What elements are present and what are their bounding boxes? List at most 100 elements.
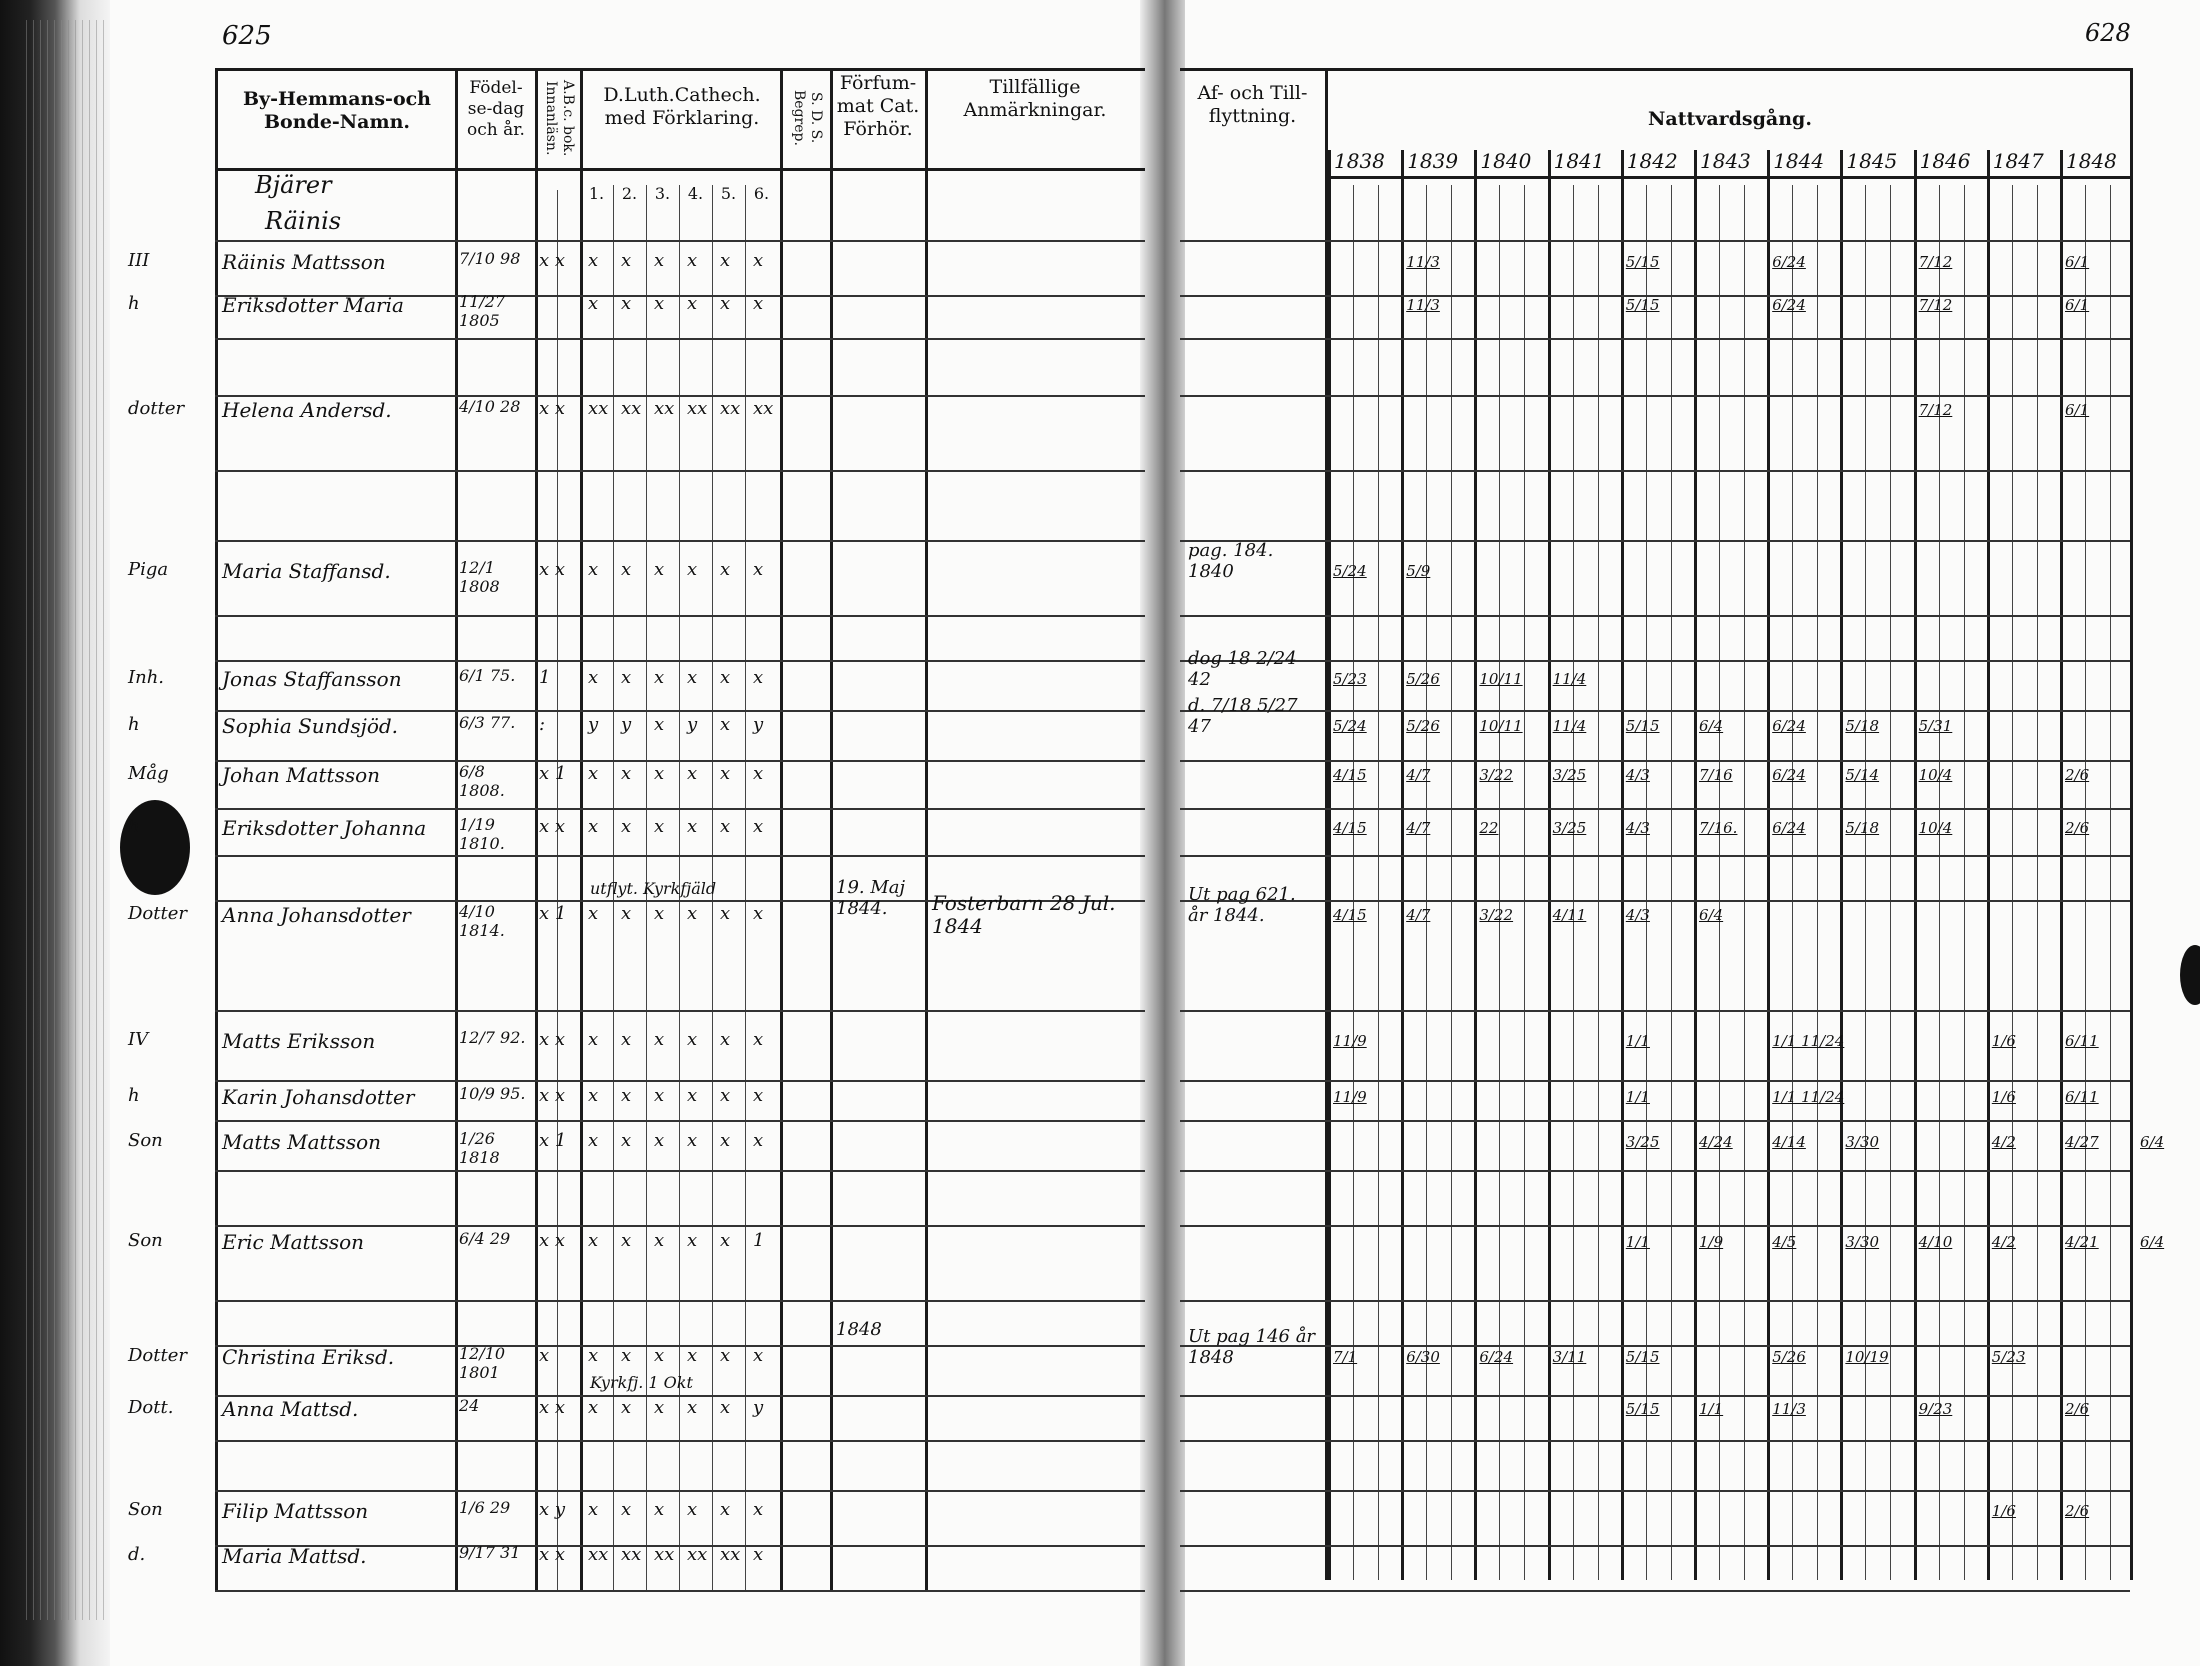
catechism-mark: xx (720, 1544, 741, 1565)
row-margin-mark: Måg (128, 763, 169, 784)
year-label: 1838 (1334, 149, 1385, 173)
catechism-mark: x (753, 250, 764, 271)
row-rule (215, 1170, 1145, 1172)
row-rule (1180, 470, 2130, 472)
catechism-mark: xx (720, 398, 741, 419)
abc-mark: x 1 (539, 763, 567, 784)
communion-date: 11/9 (1333, 1032, 1367, 1050)
row-rule (1180, 1440, 2130, 1442)
communion-date: 6/11 (2065, 1032, 2099, 1050)
column-rule (712, 185, 713, 1590)
catechism-mark: x (621, 763, 632, 784)
catechism-mark: x (753, 1499, 764, 1520)
catechism-mark: x (588, 1085, 599, 1106)
catechism-mark: x (654, 816, 665, 837)
row-rule (215, 808, 1145, 810)
farm-name: Räinis (265, 207, 342, 235)
catechism-mark: x (753, 667, 764, 688)
communion-date: 5/26 (1406, 717, 1440, 735)
communion-date: 6/24 (1479, 1348, 1514, 1366)
catechism-mark: x (720, 763, 731, 784)
communion-date: 4/27 (2065, 1133, 2099, 1151)
catechism-mark: x (621, 1345, 632, 1366)
year-subcolumn-rule (2036, 185, 2038, 1580)
catechism-mark: x (687, 1499, 698, 1520)
catechism-mark: x (654, 1130, 665, 1151)
communion-date: 6/4 (2140, 1133, 2165, 1151)
catechism-mark: x (621, 816, 632, 837)
communion-date: 6/24 (1772, 766, 1806, 784)
header-top-rule (1180, 68, 2130, 71)
birth-date: 11/27 1805 (459, 292, 506, 330)
page-edges (20, 20, 110, 1620)
row-margin-mark: h (128, 714, 140, 735)
abc-mark: x 1 (539, 1130, 567, 1151)
catechism-mark: x (753, 1130, 764, 1151)
year-column-rule (1986, 150, 1990, 1580)
year-label: 1839 (1407, 149, 1459, 173)
catechism-mark: x (753, 816, 764, 837)
communion-date: 2/6 (2065, 1502, 2090, 1520)
catechism-mark: x (621, 1230, 632, 1251)
catechism-mark: x (588, 250, 599, 271)
abc-mark: x x (539, 1085, 566, 1106)
abc-mark: x x (539, 398, 566, 419)
person-name: Karin Johansdotter (222, 1085, 415, 1109)
abc-mark: x x (539, 1230, 566, 1251)
communion-date: 4/15 (1333, 906, 1367, 924)
catechism-mark: x (687, 1230, 698, 1251)
birth-date: 24 (459, 1396, 480, 1415)
row-rule (215, 615, 1145, 617)
communion-date: 6/4 (1699, 906, 1724, 924)
abc-mark: x x (539, 1544, 566, 1565)
year-subcolumn-rule (2011, 185, 2013, 1580)
catechism-mark: x (621, 903, 632, 924)
catechism-mark: x (654, 1230, 665, 1251)
year-subcolumn-rule (1451, 185, 1453, 1580)
year-label: 1848 (2066, 149, 2117, 173)
row-rule (1180, 855, 2130, 857)
person-name: Eriksdotter Maria (222, 293, 404, 317)
communion-date: 11/4 (1552, 717, 1587, 735)
header-birth: Födel-se-dag och år. (467, 78, 525, 140)
row-margin-mark: IV (128, 1029, 149, 1050)
year-column-rule (1767, 150, 1771, 1580)
birth-date: 1/6 29 (459, 1498, 511, 1517)
catechism-part-label: 6. (753, 184, 770, 203)
birth-date: 9/17 31 (459, 1543, 521, 1562)
row-rule (215, 1395, 1145, 1397)
header-bottom-rule (215, 168, 1145, 171)
catechism-mark: x (588, 559, 599, 580)
abc-mark: x 1 (539, 903, 567, 924)
page-number-right: 628 (2085, 19, 2131, 47)
year-rule (1325, 176, 2130, 179)
communion-date: 10/11 (1479, 717, 1523, 735)
catechism-mark: x (654, 559, 665, 580)
year-label: 1843 (1700, 149, 1751, 173)
header-remarks: Tillfällige Anmärkningar. (963, 76, 1107, 121)
row-rule (1180, 395, 2130, 397)
catechism-mark: x (654, 1499, 665, 1520)
year-label: 1845 (1846, 149, 1898, 173)
communion-date: 1/9 (1699, 1233, 1724, 1251)
birth-date: 12/7 92. (459, 1028, 526, 1047)
communion-date: 6/1 (2065, 253, 2090, 271)
year-subcolumn-rule (1865, 185, 1867, 1580)
communion-date: 7/16 (1699, 766, 1733, 784)
communion-date: 5/26 (1772, 1348, 1806, 1366)
catechism-part-label: 4. (687, 184, 704, 203)
abc-mark: 1 (539, 667, 551, 688)
catechism-mark: xx (588, 1544, 609, 1565)
catechism-mark: x (588, 1345, 599, 1366)
communion-date: 4/5 (1772, 1233, 1797, 1251)
row-rule (1180, 808, 2130, 810)
row-margin-mark: h (128, 816, 140, 837)
communion-date: 4/7 (1406, 906, 1431, 924)
header-sds: S. D. S. Begrep. (791, 90, 824, 146)
communion-date: 1/1 (1625, 1032, 1650, 1050)
communion-date: 10/4 (1918, 766, 1953, 784)
header-neglected: Förfum-mat Cat. Förhör. (836, 72, 920, 140)
catechism-mark: x (621, 559, 632, 580)
catechism-mark: x (720, 293, 731, 314)
year-subcolumn-rule (1572, 185, 1574, 1580)
